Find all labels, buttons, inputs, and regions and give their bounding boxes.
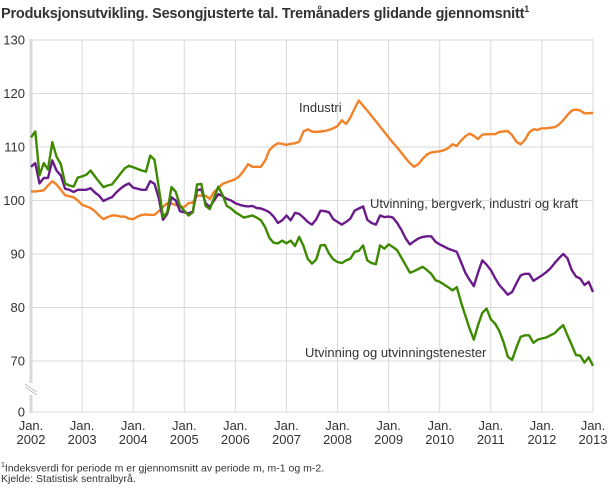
x-tick-label-month: Jan. <box>581 418 606 433</box>
x-tick-label-month: Jan. <box>19 418 44 433</box>
chart-title-text: Produksjonsutvikling. Sesongjusterte tal… <box>1 5 525 22</box>
title-footnote-mark: 1 <box>524 4 530 14</box>
y-tick-label: 80 <box>11 300 25 315</box>
x-tick-label-year: 2012 <box>527 432 556 447</box>
x-tick-labels: Jan.2002Jan.2003Jan.2004Jan.2005Jan.2006… <box>17 418 608 447</box>
x-tick-label-year: 2003 <box>68 432 97 447</box>
x-tick-label-month: Jan. <box>274 418 299 433</box>
y-tick-labels: 0 70 80 90 100 110 120 130 <box>3 33 25 420</box>
x-tick-label-month: Jan. <box>70 418 95 433</box>
series-lines <box>30 99 595 367</box>
axes <box>24 39 593 413</box>
x-tick-label-month: Jan. <box>325 418 350 433</box>
x-tick-label-year: 2013 <box>579 432 608 447</box>
x-tick-label-year: 2006 <box>221 432 250 447</box>
x-tick-label-month: Jan. <box>121 418 146 433</box>
y-tick-label: 0 <box>18 405 25 420</box>
x-tick-label-year: 2009 <box>374 432 403 447</box>
footnote: 1Indeksverdi for periode m er gjennomsni… <box>1 459 324 476</box>
source: Kjelde: Statistisk sentralbyrå. <box>1 473 136 485</box>
x-tick-label-month: Jan. <box>530 418 555 433</box>
footnote-text: Indeksverdi for periode m er gjennomsnit… <box>4 462 325 475</box>
axis-break-mark <box>24 383 38 393</box>
x-tick-label-month: Jan. <box>479 418 504 433</box>
series-label-utvinning-bergverk-industri-kraft: Utvinning, bergverk, industri og kraft <box>370 196 578 211</box>
x-tick-label-month: Jan. <box>376 418 401 433</box>
series-line-utvinning-bergverk-industri-kraft <box>30 159 595 296</box>
x-tick-label-year: 2008 <box>323 432 352 447</box>
x-tick-label-year: 2010 <box>425 432 454 447</box>
chart-title: Produksjonsutvikling. Sesongjusterte tal… <box>1 4 529 22</box>
x-tick-label-year: 2011 <box>477 432 505 447</box>
y-tick-label: 130 <box>3 33 25 48</box>
x-tick-label-year: 2007 <box>272 432 301 447</box>
series-labels: Industri Utvinning, bergverk, industri o… <box>299 100 578 360</box>
x-tick-label-month: Jan. <box>172 418 197 433</box>
y-tick-label: 70 <box>11 354 25 369</box>
footnote-mark: 1 <box>1 462 5 469</box>
y-tick-label: 100 <box>3 193 25 208</box>
series-label-industri: Industri <box>299 100 342 115</box>
series-line-industri <box>31 99 594 221</box>
x-tick-label-month: Jan. <box>223 418 248 433</box>
series-line-utvinning-utvinningstenester <box>30 130 595 367</box>
gridlines <box>31 39 594 412</box>
series-label-utvinning-utvinningstenester: Utvinning og utvinningstenester <box>305 345 487 360</box>
x-tick-label-year: 2002 <box>17 432 46 447</box>
y-tick-label: 120 <box>3 86 25 101</box>
x-tick-label-year: 2004 <box>119 432 148 447</box>
y-tick-label: 110 <box>4 140 25 155</box>
y-tick-label: 90 <box>11 247 25 262</box>
axis-break-mark <box>24 386 38 396</box>
x-tick-label-month: Jan. <box>427 418 452 433</box>
x-tick-label-year: 2005 <box>170 432 199 447</box>
